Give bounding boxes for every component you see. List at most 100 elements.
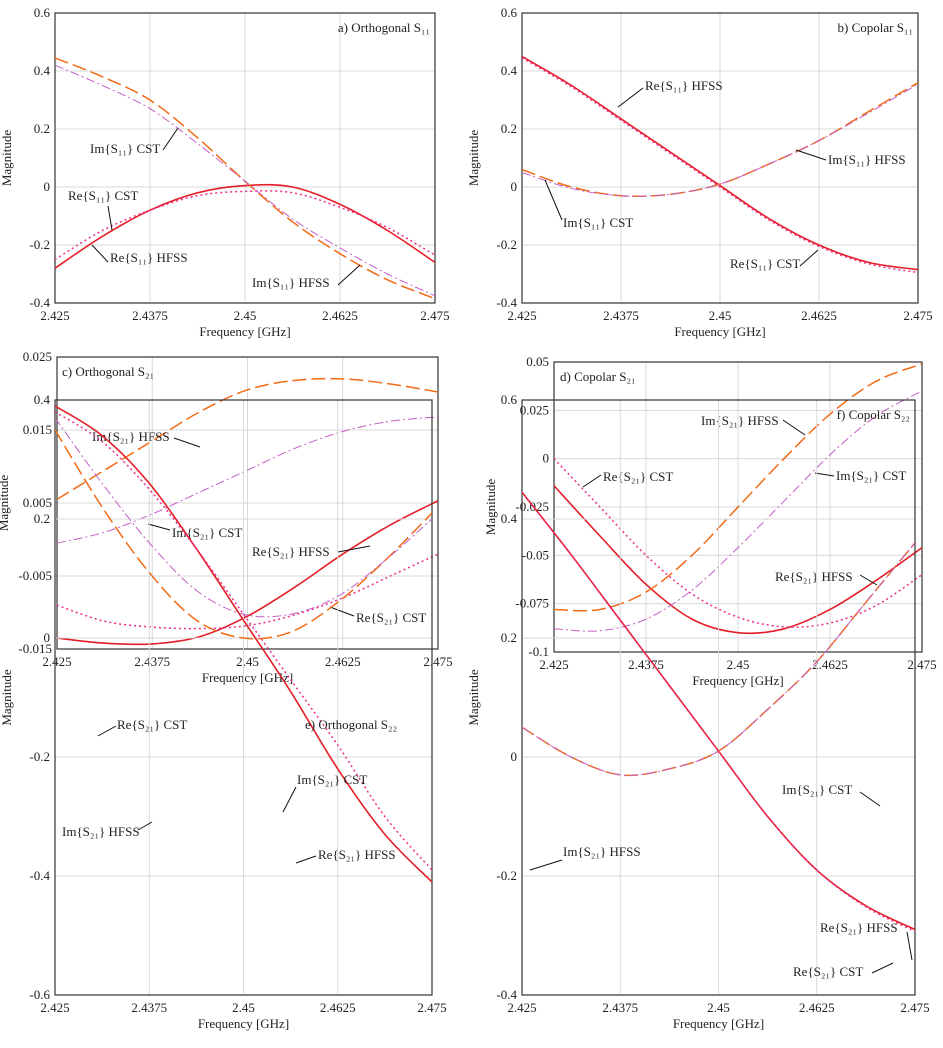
x-tick-label: 2.425 (507, 1000, 536, 1015)
x-tick-label: 2.4625 (325, 654, 361, 669)
annotation-leader (147, 523, 171, 531)
series-group (522, 491, 915, 933)
series-group (522, 55, 918, 274)
x-tick-label: 2.425 (42, 654, 71, 669)
x-tick-label: 2.4375 (628, 657, 664, 672)
y-tick-label: 0.015 (23, 422, 52, 437)
x-tick-label: 2.425 (539, 657, 568, 672)
x-tick-label: 2.45 (709, 308, 732, 323)
series-annotation: Im{S₂₁} HFSS (563, 844, 641, 859)
series-line-im-hfss (554, 363, 922, 612)
y-axis-label: Magnitude (0, 475, 11, 532)
y-tick-label: -0.6 (29, 987, 50, 1002)
annotation-leader (282, 786, 297, 813)
y-tick-label: 0.2 (34, 511, 50, 526)
series-annotation: Re{S₂₁} HFSS (820, 920, 898, 935)
x-tick-label: 2.4625 (812, 657, 848, 672)
y-tick-label: -0.2 (496, 868, 517, 883)
x-tick-label: 2.425 (507, 308, 536, 323)
annotation-leader (795, 149, 827, 161)
annotation-leader (814, 472, 835, 477)
y-tick-label: -0.05 (522, 547, 549, 562)
series-annotation: Im{S₂₁} HFSS (92, 429, 170, 444)
series-annotation: Im{S₁₁} HFSS (252, 275, 330, 290)
series-line-re-hfss (522, 55, 918, 271)
chart-panel-d: 2.425 2.4375 2.45 2.4625 2.475 -0.1 -0.075 -0.0… (483, 354, 937, 688)
x-axis-label: Frequency [GHz] (673, 1016, 764, 1031)
x-tick-label: 2.4375 (602, 1000, 638, 1015)
annotation-leader (782, 419, 806, 436)
y-tick-label: 0 (543, 451, 550, 466)
annotation-leader (295, 855, 317, 864)
series-line-im-cst (55, 64, 435, 297)
y-tick-label: 0.05 (526, 354, 549, 369)
series-line-re-cst (522, 57, 918, 274)
series-line-re-hfss (55, 405, 432, 883)
annotation-leader (799, 249, 819, 267)
annotation-leader (337, 264, 361, 286)
chart-panel-c: 2.425 2.4375 2.45 2.4625 2.475 -0.015 -0.005 0.… (0, 349, 453, 685)
series-annotation: Re{S₂₁} HFSS (252, 544, 330, 559)
x-tick-label: 2.425 (40, 1000, 69, 1015)
annotation-leader (617, 87, 644, 108)
x-tick-label: 2.45 (727, 657, 750, 672)
series-annotation: Re{S₂₁} CST (603, 469, 673, 484)
y-tick-label: -0.2 (29, 237, 50, 252)
plot-frame (521, 399, 916, 996)
series-line-re-hfss (554, 485, 922, 635)
x-tick-label: 2.4375 (603, 308, 639, 323)
y-tick-label: -0.2 (29, 749, 50, 764)
series-annotation: Im{S₂₁} CST (836, 468, 906, 483)
x-tick-label: 2.4625 (320, 1000, 356, 1015)
series-line-im-hfss (55, 429, 432, 640)
x-axis-label: Frequency [GHz] (198, 1016, 289, 1031)
y-tick-label: 0 (44, 630, 51, 645)
series-line-im-cst (554, 390, 922, 632)
panel-title: e) Orthogonal S₂₂ (305, 717, 397, 732)
y-axis-label: Magnitude (466, 669, 481, 726)
plot-frame (54, 399, 433, 996)
annotation-leader (544, 179, 563, 221)
series-line-im-cst (522, 542, 915, 776)
y-tick-label: 0.6 (501, 392, 518, 407)
y-tick-label: -0.4 (29, 868, 50, 883)
series-group (554, 363, 922, 635)
x-axis-label: Frequency [GHz] (674, 324, 765, 339)
series-annotation: Re{S₂₁} HFSS (318, 847, 396, 862)
x-tick-label: 2.45 (236, 654, 259, 669)
series-annotation: Re{S₁₁} HFSS (110, 250, 188, 265)
x-tick-label: 2.4375 (131, 1000, 167, 1015)
x-axis-label: Frequency [GHz] (202, 670, 293, 685)
series-annotation: Im{S₁₁} CST (90, 141, 160, 156)
annotation-leader (91, 244, 109, 263)
series-annotation: Im{S₂₁} CST (297, 772, 367, 787)
annotation-leader (859, 574, 878, 586)
x-tick-label: 2.45 (234, 308, 257, 323)
series-annotation: Re{S₁₁} HFSS (645, 78, 723, 93)
x-tick-label: 2.475 (900, 1000, 929, 1015)
chart-panel-f: 2.425 2.4375 2.45 2.4625 2.475 -0.4 -0.2 0 0.2 0.… (466, 392, 930, 1031)
x-tick-label: 2.4625 (801, 308, 837, 323)
series-annotation: Re{S₂₁} HFSS (775, 569, 853, 584)
chart-panel-b: 2.425 2.4375 2.45 2.4625 2.475 -0.4 -0.2 0 0.2 0.… (466, 5, 933, 339)
panel-title: f) Copolar S₂₂ (837, 407, 910, 422)
x-axis-label: Frequency [GHz] (199, 324, 290, 339)
y-axis-label: Magnitude (0, 669, 14, 726)
series-annotation: Im{S₂₁} HFSS (62, 824, 140, 839)
y-tick-label: 0.4 (34, 392, 51, 407)
series-annotation: Re{S₁₁} CST (730, 256, 800, 271)
panel-title: a) Orthogonal S₁₁ (338, 20, 430, 35)
y-tick-label: 0.2 (501, 630, 517, 645)
y-tick-label: 0.6 (501, 5, 518, 20)
x-tick-label: 2.475 (903, 308, 932, 323)
series-group (57, 377, 438, 646)
series-group (55, 405, 432, 883)
y-tick-label: 0.4 (501, 63, 518, 78)
series-annotation: Re{S₂₁} CST (117, 717, 187, 732)
x-tick-label: 2.475 (907, 657, 936, 672)
annotation-leader (162, 127, 179, 151)
panel-title: c) Orthogonal S₂₁ (62, 364, 154, 379)
series-line-re-cst (522, 491, 915, 933)
